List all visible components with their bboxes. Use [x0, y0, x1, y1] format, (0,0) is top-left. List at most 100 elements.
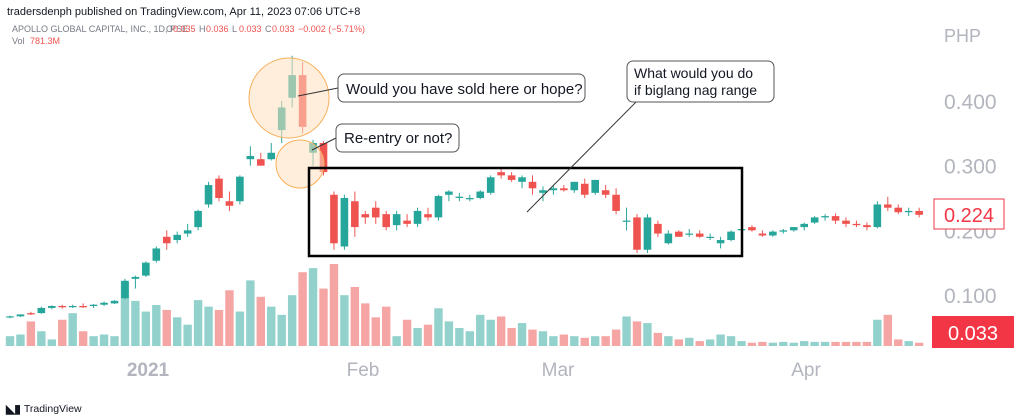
legend-change: −0.002 (−5.71%) — [298, 24, 365, 34]
volume-bar — [716, 334, 725, 346]
candle — [267, 143, 276, 161]
candle — [915, 207, 923, 218]
volume-bar — [517, 323, 527, 346]
candle — [800, 222, 808, 231]
range-box — [307, 166, 744, 258]
candle — [152, 246, 161, 263]
candle — [580, 178, 589, 198]
volume-bar — [350, 286, 360, 346]
candle-body — [466, 198, 474, 200]
legend-c-label: C — [265, 24, 272, 34]
volume-bar — [455, 327, 464, 346]
candle — [831, 213, 840, 224]
volume-bar — [99, 334, 109, 346]
candle — [183, 223, 192, 237]
candle-body — [800, 223, 808, 228]
candle — [633, 214, 641, 253]
legend-c-value: 0.033 — [272, 24, 295, 34]
volume-bar — [5, 336, 15, 346]
candle-body — [518, 177, 526, 182]
last-price-label: 0.224 — [933, 198, 1005, 230]
candle-body — [622, 220, 631, 222]
candle-body — [706, 236, 714, 238]
tradingview-logo[interactable]: ◣▮ TradingView — [6, 402, 82, 416]
candle — [842, 217, 850, 228]
candle — [821, 214, 829, 221]
candle-body — [371, 207, 380, 218]
current-candle-box — [932, 316, 1014, 348]
candle-body — [16, 314, 25, 317]
legend-symbol: APOLLO GLOBAL CAPITAL, INC., 1D, PSE — [12, 24, 188, 34]
candle — [225, 191, 234, 211]
candle-body — [89, 304, 98, 306]
candle — [852, 220, 861, 228]
volume-bar — [476, 314, 485, 346]
candle — [236, 175, 244, 205]
candle-body — [580, 183, 589, 195]
candle-body — [79, 305, 87, 308]
candle-body — [904, 210, 913, 213]
candle-body — [267, 152, 276, 160]
volume-bar — [914, 342, 924, 346]
volume-bar — [737, 341, 746, 346]
volume-bar — [319, 288, 328, 346]
current-candle-text: 0.033 — [948, 323, 998, 345]
candle — [58, 304, 67, 309]
candle-body — [570, 181, 579, 191]
volume-bar — [382, 306, 391, 346]
last-price-text: 0.224 — [944, 205, 994, 227]
volume-bar — [78, 331, 88, 346]
volume-bar — [173, 317, 182, 346]
volume-bar — [601, 336, 610, 346]
volume-bar — [726, 336, 736, 346]
candle — [215, 175, 223, 202]
volume-bar — [820, 341, 830, 346]
volume-bar — [120, 282, 130, 346]
candle — [612, 188, 620, 215]
volume-bar — [591, 336, 600, 346]
publish-header: tradersdenph published on TradingView.co… — [7, 6, 360, 18]
candle-body — [664, 233, 673, 244]
candle — [392, 210, 401, 231]
candle — [89, 304, 98, 308]
volume-bar — [141, 311, 151, 346]
legend-o-value: 0.035 — [173, 24, 196, 34]
volume-bar — [852, 341, 861, 346]
volume-bar — [800, 341, 809, 346]
candle — [173, 231, 181, 244]
candle-body — [884, 204, 892, 208]
candle — [758, 230, 767, 237]
volume-bar — [580, 337, 589, 346]
volume-bar — [434, 308, 443, 346]
volume-bar — [507, 327, 516, 346]
volume-bar — [758, 341, 767, 346]
candle — [863, 222, 871, 231]
candle — [424, 207, 432, 221]
candle-body — [675, 231, 683, 237]
candle-body — [560, 188, 568, 191]
candle — [894, 204, 903, 215]
candle-body — [612, 194, 620, 211]
volume-bar — [193, 300, 203, 346]
candle-body — [257, 159, 265, 166]
volume-bar — [465, 331, 474, 346]
volume-series — [5, 264, 924, 346]
volume-bar — [58, 319, 67, 346]
candle — [789, 227, 798, 232]
volume-bar — [538, 331, 548, 346]
candle-body — [58, 305, 67, 308]
volume-bar — [267, 306, 276, 346]
candle — [162, 230, 171, 250]
candle-body — [110, 300, 119, 304]
candle — [382, 210, 390, 231]
volume-bar — [204, 306, 213, 346]
candle-body — [131, 276, 140, 279]
candle — [6, 315, 14, 319]
candle-body — [716, 240, 725, 244]
volume-bar — [361, 303, 370, 346]
candle — [643, 214, 652, 253]
candle-body — [246, 155, 255, 160]
volume-bar — [643, 323, 652, 346]
candle-body — [601, 190, 610, 195]
